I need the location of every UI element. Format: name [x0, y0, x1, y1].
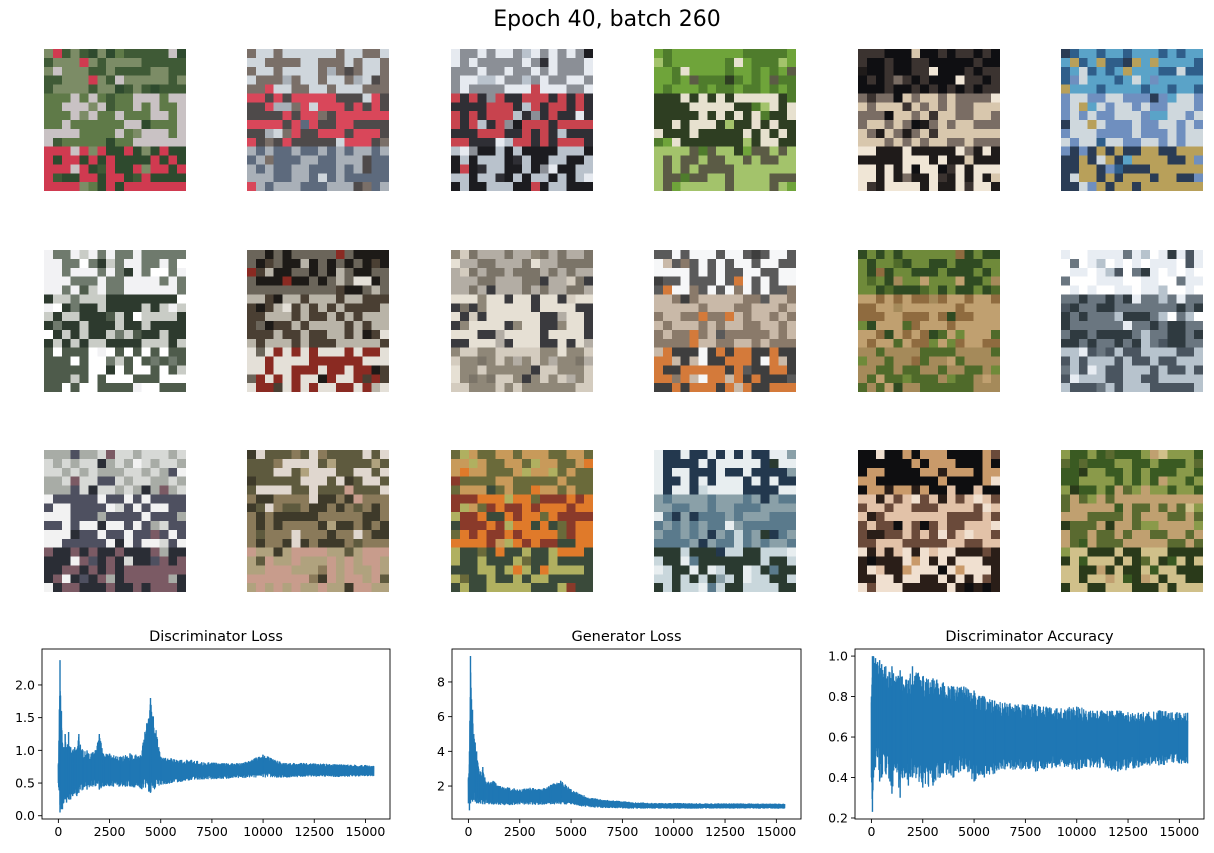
y-tick-label: 0.8 — [828, 689, 848, 704]
generated-sample-image — [654, 450, 796, 592]
discriminator-accuracy-title: Discriminator Accuracy — [945, 629, 1114, 645]
y-tick-label: 0.2 — [828, 810, 848, 825]
x-tick-label: 2500 — [907, 824, 939, 839]
y-tick-label: 0.5 — [15, 776, 35, 791]
y-tick-label: 6 — [437, 709, 445, 724]
x-tick-label: 12500 — [705, 824, 745, 839]
x-tick-label: 7500 — [606, 824, 638, 839]
generated-sample-image — [1061, 450, 1203, 592]
generated-sample-image — [654, 49, 796, 191]
x-tick-label: 0 — [54, 824, 62, 839]
x-tick-label: 5000 — [555, 824, 587, 839]
generated-sample-image — [858, 250, 1000, 392]
x-tick-label: 10000 — [1057, 824, 1097, 839]
y-tick-label: 1.0 — [15, 743, 35, 758]
x-tick-label: 5000 — [145, 824, 177, 839]
discriminator-accuracy-chart: Discriminator Accuracy 0 2500 5000 7500 10000… — [828, 629, 1205, 839]
generator-loss-chart: Generator Loss 0 2500 5000 7500 10000 12500 150… — [437, 629, 802, 839]
x-tick-label: 15000 — [756, 824, 796, 839]
axes-frame — [854, 648, 1205, 820]
generated-sample-image — [451, 49, 593, 191]
generator-loss-series-peaks — [467, 655, 786, 811]
x-tick-label: 7500 — [1009, 824, 1041, 839]
discriminator-loss-panel: Discriminator Loss 0 2500 5000 7500 10000 1250… — [0, 622, 400, 853]
discriminator-accuracy-series-peaks — [870, 656, 1189, 812]
x-tick-label: 12500 — [1108, 824, 1148, 839]
x-tick-label: 2500 — [504, 824, 536, 839]
generated-sample-image — [44, 49, 186, 191]
generated-sample-image — [1061, 250, 1203, 392]
y-tick-label: 2 — [437, 779, 445, 794]
discriminator-loss-series-peaks — [57, 660, 375, 813]
y-tick-label: 0.0 — [15, 808, 35, 823]
x-tick-label: 0 — [867, 824, 875, 839]
axes-frame — [451, 648, 802, 820]
discriminator-accuracy-series-line — [870, 657, 1189, 800]
x-tick-label: 2500 — [94, 824, 126, 839]
discriminator-accuracy-panel: Discriminator Accuracy 0 2500 5000 7500 10000… — [805, 622, 1205, 853]
generated-sample-image — [654, 250, 796, 392]
generated-sample-image — [247, 250, 389, 392]
discriminator-loss-title: Discriminator Loss — [149, 629, 283, 645]
x-tick-label: 15000 — [346, 824, 386, 839]
generator-loss-panel: Generator Loss 0 2500 5000 7500 10000 12500 150… — [405, 622, 805, 853]
generated-sample-image — [247, 49, 389, 191]
y-tick-label: 8 — [437, 674, 445, 689]
x-tick-label: 10000 — [654, 824, 694, 839]
generated-sample-image — [44, 450, 186, 592]
y-tick-label: 2.0 — [15, 677, 35, 692]
axes-frame — [41, 648, 391, 820]
y-tick-label: 0.4 — [828, 770, 848, 785]
y-tick-label: 1.5 — [15, 710, 35, 725]
generated-sample-image — [451, 250, 593, 392]
generated-sample-image — [451, 450, 593, 592]
y-tick-label: 4 — [437, 744, 445, 759]
y-tick-label: 1.0 — [828, 649, 848, 664]
x-tick-label: 5000 — [958, 824, 990, 839]
generated-sample-image — [858, 450, 1000, 592]
generator-loss-title: Generator Loss — [571, 629, 681, 645]
discriminator-loss-chart: Discriminator Loss 0 2500 5000 7500 10000 1250… — [15, 629, 391, 839]
generator-loss-series-line — [467, 672, 786, 809]
generated-sample-image — [1061, 49, 1203, 191]
x-tick-label: 12500 — [294, 824, 334, 839]
generated-sample-image — [247, 450, 389, 592]
figure-title: Epoch 40, batch 260 — [493, 7, 721, 32]
generated-sample-image — [44, 250, 186, 392]
x-tick-label: 10000 — [243, 824, 283, 839]
discriminator-loss-series-line — [57, 690, 375, 806]
y-tick-label: 0.6 — [828, 730, 848, 745]
x-tick-label: 7500 — [196, 824, 228, 839]
x-tick-label: 15000 — [1159, 824, 1199, 839]
x-tick-label: 0 — [464, 824, 472, 839]
generated-sample-image — [858, 49, 1000, 191]
